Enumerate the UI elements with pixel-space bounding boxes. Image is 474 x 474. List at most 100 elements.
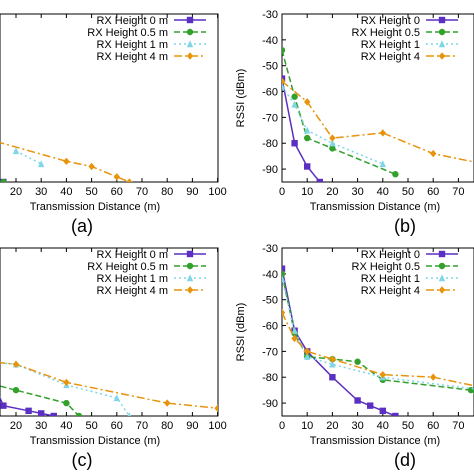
square-marker: [282, 75, 286, 82]
plot-frame: [0, 247, 219, 417]
square-marker: [50, 412, 57, 416]
plot-frame: [281, 247, 474, 417]
square-marker: [367, 402, 374, 409]
x-tick-label: 70: [452, 420, 464, 432]
diamond-marker: [430, 373, 437, 381]
triangle-marker: [127, 412, 132, 416]
x-tick-label: 20: [10, 420, 22, 432]
x-tick-label: 80: [161, 420, 173, 432]
circle-marker: [282, 270, 286, 278]
y-tick-label: -60: [262, 321, 278, 333]
chart-panel-4: 0 10 20 30 40 50 60 70 -30 -40 -50 -60 -70 -80 -90 Tran…: [235, 243, 474, 470]
y-tick-label: -40: [262, 35, 278, 47]
diamond-marker: [438, 52, 446, 60]
diamond-marker: [214, 404, 218, 412]
x-tick-label: 40: [60, 186, 72, 198]
y-tick-label: -50: [262, 61, 278, 73]
x-tick-label: 60: [111, 420, 123, 432]
diamond-marker: [282, 77, 286, 85]
square-marker: [0, 402, 7, 409]
x-tick-label: 40: [377, 420, 389, 432]
diamond-marker: [329, 355, 336, 363]
legend-label: RX Height 1: [361, 39, 420, 51]
x-tick-label: 10: [301, 186, 313, 198]
diamond-marker: [304, 347, 311, 356]
triangle-marker: [438, 40, 446, 48]
y-tick-label: -40: [262, 269, 278, 281]
circle-marker: [438, 262, 446, 270]
x-tick-label: 90: [186, 186, 198, 198]
square-marker: [438, 250, 446, 258]
diamond-marker: [438, 286, 446, 294]
x-tick-label: 50: [402, 186, 414, 198]
x-tick-label: 90: [186, 420, 198, 432]
square-marker: [304, 163, 311, 170]
x-tick-label: 100: [208, 420, 226, 432]
x-tick-label: 100: [208, 186, 226, 198]
x-tick-label: 40: [377, 186, 389, 198]
series-line: [0, 141, 130, 182]
diamond-marker: [88, 162, 95, 171]
x-tick-label: 40: [60, 420, 72, 432]
x-tick-label: 10: [301, 420, 313, 432]
circle-marker: [438, 28, 446, 36]
legend-label: RX Height 0.5: [352, 27, 420, 39]
x-tick-label: 50: [85, 420, 97, 432]
series-line: [282, 273, 474, 394]
square-marker: [282, 265, 286, 272]
triangle-marker: [291, 327, 298, 334]
chart-panel-3: 20 30 40 50 60 70 80 90 100 Transmission Distance…: [0, 247, 227, 470]
circle-marker: [63, 399, 70, 407]
square-marker: [392, 412, 399, 416]
triangle-marker: [186, 274, 194, 282]
legend-label: RX Height 1: [361, 273, 420, 285]
x-axis-label: Transmission Distance (m): [30, 201, 160, 213]
legend-label: RX Height 1 m: [96, 273, 168, 285]
legend-label: RX Height 0.5 m: [87, 261, 168, 273]
triangle-marker: [379, 160, 386, 168]
series-line: [282, 80, 474, 163]
x-tick-label: 70: [452, 186, 464, 198]
series-line: [0, 385, 80, 416]
square-marker: [186, 250, 194, 258]
y-axis-label: RSSI (dBm): [235, 69, 247, 128]
plot-frame: [281, 13, 474, 183]
x-tick-label: 0: [279, 420, 285, 432]
legend-label: RX Height 4 m: [96, 285, 168, 297]
triangle-marker: [113, 394, 120, 402]
square-marker: [186, 16, 194, 24]
diamond-marker: [12, 360, 20, 369]
series-line: [15, 150, 42, 165]
square-marker: [38, 410, 45, 416]
plot-frame: [0, 13, 219, 183]
y-tick-label: -80: [262, 372, 278, 384]
square-marker: [379, 407, 386, 415]
y-tick-label: -30: [262, 243, 278, 255]
triangle-marker: [186, 40, 194, 48]
panel-label: (d): [394, 450, 416, 470]
diamond-marker: [186, 286, 194, 294]
diamond-marker: [186, 52, 194, 60]
square-marker: [291, 140, 298, 147]
y-tick-label: -70: [262, 112, 278, 124]
x-tick-label: 60: [427, 186, 439, 198]
legend-label: RX Height 4: [361, 285, 420, 297]
x-tick-label: 60: [111, 186, 123, 198]
panel-label: (a): [71, 216, 93, 236]
square-marker: [438, 16, 446, 24]
triangle-marker: [282, 82, 286, 90]
legend-label: RX Height 1 m: [96, 39, 168, 51]
circle-marker: [75, 412, 83, 416]
triangle-marker: [304, 352, 311, 360]
circle-marker: [186, 28, 194, 36]
triangle-marker: [438, 274, 446, 282]
y-axis-label: RSSI (dBm): [235, 303, 247, 362]
y-tick-label: -80: [262, 138, 278, 150]
legend-label: RX Height 0 m: [96, 15, 168, 27]
square-marker: [25, 407, 32, 415]
square-marker: [316, 178, 323, 182]
x-axis-label: Transmission Distance (m): [30, 435, 160, 447]
triangle-marker: [282, 275, 286, 283]
x-tick-label: 50: [402, 420, 414, 432]
diamond-marker: [304, 98, 311, 106]
